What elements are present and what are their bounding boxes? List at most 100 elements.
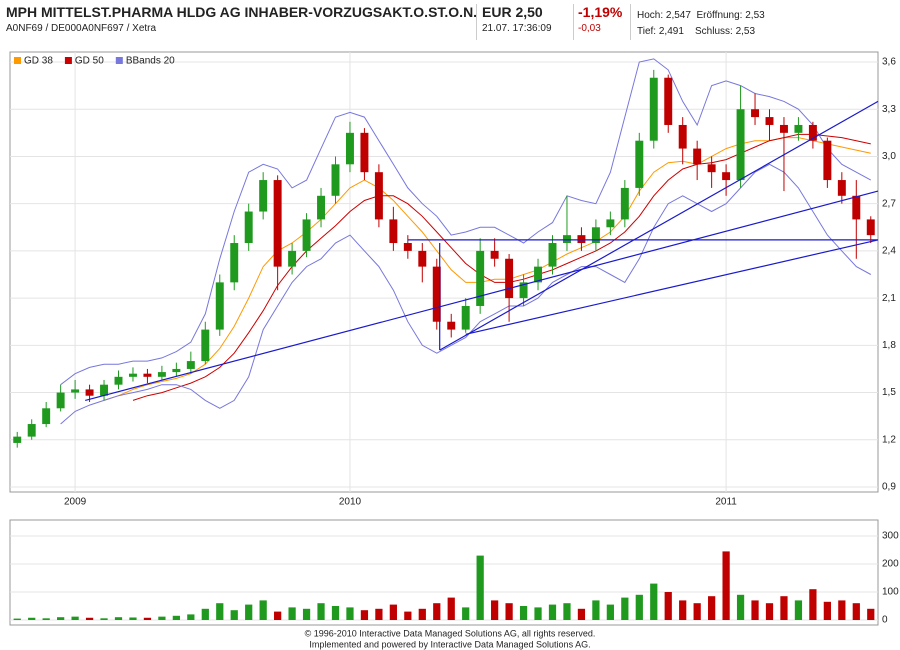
volume-bar	[288, 607, 296, 620]
candle-body	[852, 195, 861, 220]
volume-bar	[13, 618, 21, 620]
y-tick-label: 2,1	[882, 293, 896, 304]
candle-body	[345, 132, 354, 165]
stat-value: 2,491	[658, 26, 684, 37]
volume-bar	[42, 618, 50, 620]
candle-body	[259, 180, 268, 212]
stats-row: Hoch: 2,547 Eröffnung: 2,53	[637, 8, 765, 24]
candle-body	[374, 172, 383, 220]
candle-body	[534, 266, 543, 283]
candle-body	[765, 117, 774, 125]
volume-bar	[505, 603, 513, 620]
candle-body	[403, 243, 412, 251]
quote-header: MPH MITTELST.PHARMA HLDG AG INHABER-VORZ…	[0, 0, 900, 44]
volume-bar	[317, 603, 325, 620]
candle-body	[85, 389, 94, 396]
volume-bar	[114, 617, 123, 620]
volume-bar	[187, 614, 195, 620]
y-tick-label: 3,0	[882, 151, 896, 162]
volume-bar	[765, 603, 774, 620]
volume-bar	[722, 551, 730, 620]
stats-row: Tief: 2,491 Schluss: 2,53	[637, 24, 765, 40]
candle-body	[317, 195, 326, 220]
y-tick-label: 1,5	[882, 387, 896, 398]
volume-bar	[867, 608, 875, 620]
candle-body	[779, 124, 788, 133]
quote-time: 21.07. 17:36:09	[482, 23, 552, 34]
instrument-subtitle: A0NF69 / DE000A0NF697 / Xetra	[6, 23, 157, 34]
volume-bar	[216, 603, 224, 620]
candle-body	[143, 373, 152, 377]
stat-label: Eröffnung:	[696, 10, 743, 21]
x-tick-label: 2009	[64, 497, 87, 508]
candle-body	[56, 392, 65, 409]
separator	[573, 4, 574, 40]
volume-bar	[577, 608, 586, 620]
volume-bar	[245, 604, 253, 620]
price: EUR 2,50	[482, 4, 543, 20]
volume-bar	[809, 589, 817, 620]
candle-body	[736, 109, 745, 181]
legend-swatch	[115, 57, 123, 64]
candle-body	[823, 140, 832, 181]
volume-bar	[404, 611, 412, 620]
volume-bar	[346, 607, 354, 620]
candle-body	[678, 124, 687, 149]
candle-body	[707, 164, 716, 173]
stat-label: Schluss:	[695, 26, 733, 37]
separator	[476, 4, 477, 40]
y-tick-label: 100	[882, 587, 899, 598]
volume-bar	[838, 600, 846, 620]
candle-body	[635, 140, 644, 188]
volume-bar	[462, 607, 470, 620]
candle-body	[114, 376, 123, 385]
candle-body	[230, 243, 239, 283]
candle-body	[418, 250, 427, 267]
volume-bar	[708, 596, 716, 620]
volume-bar	[621, 597, 629, 620]
candle-body	[302, 219, 311, 251]
legend-label: GD 38	[24, 56, 53, 67]
candle-body	[360, 132, 369, 173]
stat-label: Tief:	[637, 26, 657, 37]
change-block: -1,19% -0,03	[578, 4, 622, 34]
footer-line: Implemented and powered by Interactive D…	[309, 639, 590, 649]
y-tick-label: 0,9	[882, 482, 896, 493]
candle-body	[27, 424, 36, 437]
candle-body	[100, 384, 109, 396]
candle-body	[519, 282, 528, 299]
candle-body	[837, 180, 846, 196]
stat-value: 2,53	[735, 26, 756, 37]
candle-body	[591, 227, 600, 244]
y-tick-label: 3,3	[882, 104, 896, 115]
change-abs: -0,03	[578, 23, 601, 34]
volume-bar	[736, 594, 745, 620]
volume-bar	[71, 616, 79, 620]
candle-body	[215, 282, 224, 330]
volume-bar	[563, 603, 571, 620]
volume-bar	[852, 603, 860, 620]
volume-bar	[491, 600, 499, 620]
candle-body	[794, 124, 803, 133]
title-block: MPH MITTELST.PHARMA HLDG AG INHABER-VORZ…	[6, 4, 477, 34]
y-tick-label: 200	[882, 559, 899, 570]
volume-bar	[548, 604, 557, 620]
volume-bar	[823, 601, 831, 620]
candle-body	[186, 361, 195, 369]
x-tick-label: 2010	[339, 497, 362, 508]
candle-body	[461, 305, 470, 330]
volume-bar	[389, 604, 397, 620]
moving-average	[132, 133, 871, 401]
volume-bar	[230, 610, 238, 620]
y-tick-label: 2,4	[882, 246, 896, 257]
change-pct: -1,19%	[578, 4, 623, 20]
legend-swatch	[64, 57, 72, 64]
volume-bar	[780, 596, 788, 620]
volume-bar	[259, 600, 267, 620]
candle-body	[157, 372, 166, 377]
candle-body	[476, 250, 485, 306]
candle-body	[13, 436, 22, 443]
candle-body	[664, 77, 673, 125]
y-tick-label: 1,2	[882, 434, 896, 445]
